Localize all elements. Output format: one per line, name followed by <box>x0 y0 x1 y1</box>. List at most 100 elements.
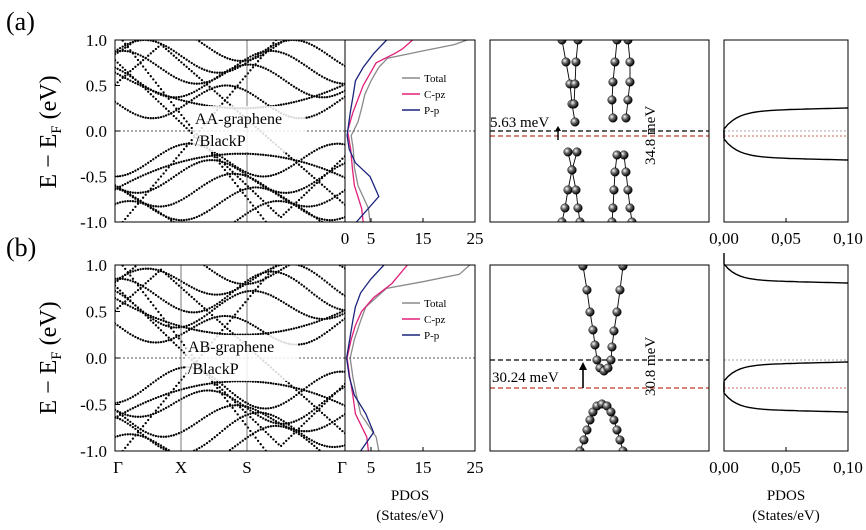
band-dot <box>279 422 283 426</box>
band-dot <box>121 400 124 403</box>
band-dot <box>295 190 298 193</box>
zoom-band-dot <box>608 203 618 213</box>
band-dot <box>187 60 191 63</box>
band-dot <box>195 288 198 291</box>
band-dot <box>295 159 298 162</box>
band-dot <box>256 52 260 55</box>
band-dot <box>336 173 339 176</box>
band-dot <box>134 52 137 55</box>
band-dot <box>300 158 303 161</box>
band-dot <box>129 274 132 277</box>
band-dot <box>218 162 221 165</box>
band-dot <box>172 326 175 329</box>
band-dot <box>144 282 147 285</box>
band-dot <box>292 158 296 162</box>
band-dot <box>170 112 173 115</box>
pdos-series-c-pz <box>346 265 408 451</box>
band-dot <box>200 185 204 188</box>
band-dot <box>162 151 165 154</box>
gpdos-xtick-label: 0,00 <box>709 458 739 477</box>
band-dot <box>134 307 137 311</box>
band-dot <box>208 208 211 212</box>
band-dot <box>131 170 135 174</box>
band-dot <box>213 307 216 310</box>
band-dot <box>267 50 270 53</box>
band-dot <box>233 152 237 155</box>
band-dot <box>267 415 270 418</box>
zoom-band-dot <box>570 79 580 89</box>
band-dot <box>328 328 331 332</box>
band-dot <box>233 173 237 176</box>
band-dot <box>203 291 206 294</box>
svg-text:E − EF (eV): E − EF (eV) <box>36 75 65 188</box>
band-dot <box>295 87 298 90</box>
band-dot <box>256 380 260 384</box>
band-dot <box>318 319 321 323</box>
band-dot <box>139 54 142 57</box>
band-dot <box>119 224 121 226</box>
band-dot <box>272 295 275 298</box>
zoom-b: 30.24 meV 30.8 meV <box>489 264 710 452</box>
band-dot <box>249 403 252 407</box>
band-dot <box>251 190 255 193</box>
band-dot <box>251 433 255 436</box>
band-dot <box>277 298 280 301</box>
band-dot <box>154 319 158 323</box>
band-dot <box>333 81 336 84</box>
band-dot <box>233 313 237 316</box>
band-dot <box>144 193 147 196</box>
band-dot <box>333 306 336 309</box>
band-dot <box>241 419 244 423</box>
band-dot <box>341 387 344 390</box>
band-dot <box>259 428 262 431</box>
band-dot <box>274 42 278 46</box>
band-dot <box>134 405 137 409</box>
band-dot <box>190 131 193 135</box>
band-dot <box>121 48 124 51</box>
band-dot <box>167 394 170 397</box>
band-dot <box>226 84 229 87</box>
band-dot <box>313 338 316 342</box>
band-dot <box>180 170 183 173</box>
band-dot <box>279 156 283 159</box>
band-dot <box>328 89 331 93</box>
band-dot <box>198 384 201 387</box>
band-dot <box>239 397 242 401</box>
band-dot <box>308 323 311 326</box>
band-dot <box>172 368 175 372</box>
legend-label: Total <box>424 73 446 85</box>
band-dot <box>216 203 219 207</box>
band-dot <box>310 429 313 432</box>
band-dot <box>218 407 221 411</box>
band-dot <box>341 385 344 388</box>
band-dot <box>259 279 262 282</box>
band-dot <box>149 187 152 190</box>
ytick-label: -1.0 <box>80 213 107 232</box>
band-dot <box>203 309 206 312</box>
band-dot <box>310 182 313 185</box>
band-dot <box>139 338 142 341</box>
band-dot <box>131 395 135 398</box>
band-dot <box>210 317 214 320</box>
band-dot <box>254 430 257 434</box>
band-dot <box>116 81 119 84</box>
band-dot <box>139 431 142 435</box>
band-dot <box>193 190 196 193</box>
band-dot <box>336 312 339 315</box>
band-dot <box>290 83 293 87</box>
band-dot <box>315 165 319 168</box>
band-dot <box>241 215 244 218</box>
band-dot <box>200 160 204 163</box>
band-dot <box>244 213 247 216</box>
band-dot <box>305 170 308 173</box>
band-dot <box>180 151 183 154</box>
band-dot <box>223 292 227 295</box>
band-dot <box>259 54 262 57</box>
band-dot <box>285 80 288 83</box>
band-dot <box>297 198 301 202</box>
band-dot <box>300 265 303 268</box>
band-dot <box>152 61 155 65</box>
band-dot <box>254 288 257 291</box>
band-dot <box>154 205 158 208</box>
band-dot <box>177 110 181 113</box>
